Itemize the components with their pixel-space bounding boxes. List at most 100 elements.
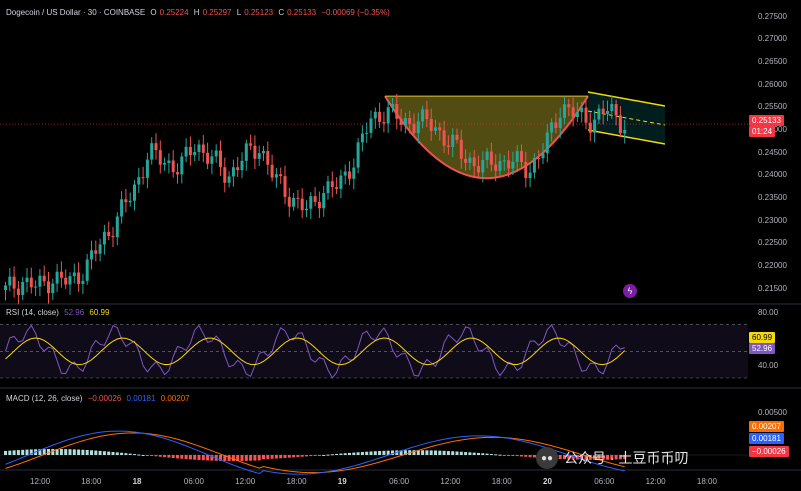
macd-signal-line	[5, 432, 625, 474]
macd-histogram-bar	[25, 449, 29, 455]
macd-histogram-bar	[524, 455, 528, 457]
candle-body	[438, 127, 442, 131]
macd-label: MACD (12, 26, close)	[6, 394, 83, 403]
macd-histogram-bar	[8, 450, 12, 455]
candle-body	[399, 118, 403, 125]
candle-body	[352, 167, 356, 179]
channel-mid	[587, 110, 666, 126]
macd-histogram-bar	[455, 451, 459, 455]
macd-histogram-bar	[257, 455, 261, 461]
macd-histogram-bar	[253, 455, 257, 461]
price-tick: 0.23000	[758, 215, 787, 225]
macd-legend: MACD (12, 26, close) −0.00026 0.00181 0.…	[6, 394, 193, 403]
candle-body	[8, 276, 12, 286]
candle-body	[614, 104, 618, 116]
macd-histogram-bar	[451, 451, 455, 455]
macd-histogram-bar	[279, 455, 283, 459]
macd-histogram-bar	[249, 455, 253, 461]
macd-histogram-bar	[403, 450, 407, 455]
time-tick: 06:00	[594, 477, 615, 486]
time-tick: 18:00	[696, 477, 717, 486]
macd-histogram-bar	[489, 453, 493, 455]
time-tick: 19	[337, 477, 347, 486]
candle-body	[386, 107, 390, 124]
macd-histogram-bar	[502, 455, 506, 456]
candle-body	[77, 272, 81, 284]
macd-histogram-bar	[313, 455, 317, 456]
time-tick: 12:00	[30, 477, 51, 486]
macd-histogram-bar	[623, 455, 627, 460]
watermark: ●● 公众号 · 土豆币币叨	[536, 447, 688, 469]
candle-body	[313, 196, 317, 202]
candle-body	[532, 157, 536, 173]
candle-body	[511, 161, 515, 169]
candle-body	[588, 122, 592, 133]
macd-histogram-bar	[72, 449, 76, 455]
macd-histogram-bar	[343, 453, 347, 455]
candle-body	[421, 109, 425, 122]
rsi-line	[5, 323, 625, 379]
price-tick: 0.24000	[758, 170, 787, 180]
macd-histogram-bar	[618, 455, 622, 460]
candle-body	[68, 276, 72, 285]
macd-line-value: 0.00181	[126, 394, 156, 403]
candle-body	[266, 151, 270, 165]
candle-body	[563, 104, 566, 118]
macd-histogram-bar	[115, 452, 119, 455]
macd-histogram-bar	[201, 455, 205, 461]
time-tick: 12:00	[235, 477, 256, 486]
macd-histogram-bar	[511, 455, 515, 456]
candle-body	[4, 285, 7, 291]
macd-histogram-bar	[244, 455, 248, 461]
candle-body	[322, 193, 326, 209]
flash-icon[interactable]: ϟ	[623, 284, 637, 298]
low-value: 0.25123	[244, 8, 274, 17]
candle-body	[425, 109, 429, 120]
macd-histogram-bar	[154, 455, 158, 457]
macd-histogram-bar	[571, 455, 575, 460]
candle-body	[128, 200, 132, 203]
candle-body	[451, 134, 455, 147]
time-tick: 18:00	[491, 477, 512, 486]
macd-axis-tick: 0.00500	[758, 408, 787, 417]
candle-body	[137, 177, 141, 185]
close-label: C	[278, 8, 285, 17]
candle-body	[545, 132, 549, 154]
macd-histogram-bar	[464, 452, 468, 455]
candle-body	[193, 151, 197, 156]
macd-histogram-bar	[296, 455, 300, 458]
macd-histogram-bar	[421, 450, 425, 455]
time-tick: 20	[543, 477, 552, 486]
macd-histogram-bar	[412, 450, 416, 455]
macd-histogram-bar	[158, 455, 162, 457]
candle-body	[442, 130, 446, 146]
candle-body	[378, 111, 382, 122]
candle-body	[550, 122, 554, 133]
candle-body	[25, 277, 29, 282]
candle-body	[468, 157, 472, 163]
rsi-ma-line	[5, 337, 626, 366]
macd-histogram-bar	[47, 449, 50, 455]
candle-body	[558, 117, 562, 128]
macd-histogram-bar	[42, 449, 46, 455]
candle-body	[339, 175, 343, 189]
macd-histogram-bar	[425, 450, 429, 455]
macd-histogram-bar	[141, 454, 145, 456]
macd-histogram-bar	[442, 450, 446, 455]
macd-histogram-bar	[300, 455, 304, 457]
candle-body	[145, 159, 149, 178]
time-tick: 12:00	[645, 477, 666, 486]
candle-body	[606, 111, 609, 114]
price-tick: 0.24500	[758, 147, 787, 157]
macd-histogram-bar	[292, 455, 296, 458]
candle-body	[94, 250, 98, 254]
candle-body	[279, 174, 283, 177]
rsi-ma-value: 60.99	[89, 308, 110, 317]
price-tick: 0.22500	[758, 238, 787, 248]
candle-body	[412, 123, 416, 134]
macd-histogram-bar	[266, 455, 270, 459]
candle-body	[90, 250, 93, 260]
macd-histogram-bar	[150, 455, 154, 456]
